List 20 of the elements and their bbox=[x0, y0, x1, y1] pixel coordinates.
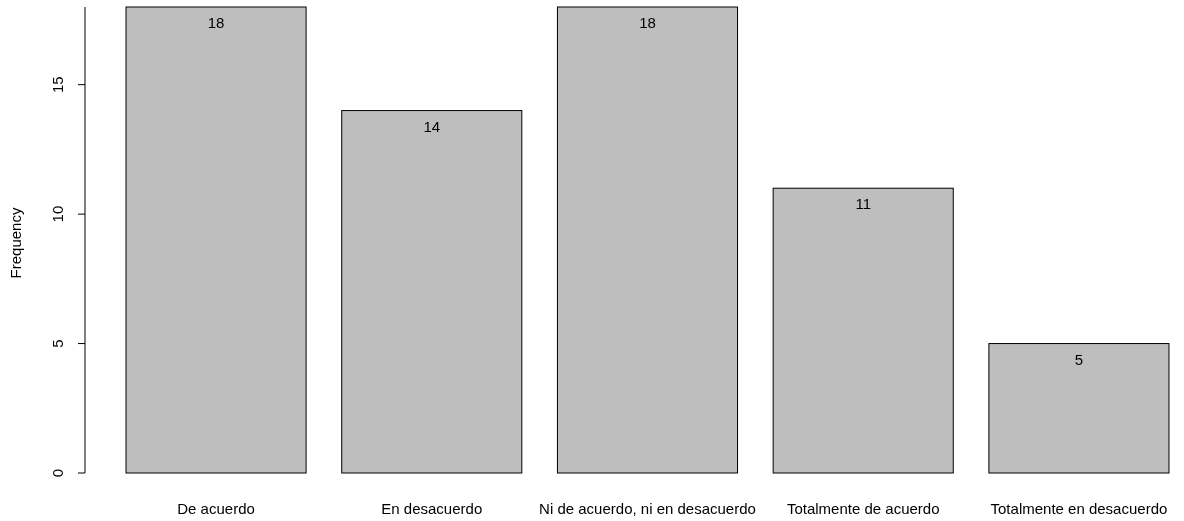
bar bbox=[772, 187, 954, 474]
y-tick-label: 15 bbox=[49, 76, 66, 94]
data-label: 11 bbox=[855, 195, 871, 213]
data-label: 5 bbox=[1074, 350, 1084, 368]
x-tick-label: Totalmente de acuerdo bbox=[786, 500, 940, 517]
x-tick-label: De acuerdo bbox=[177, 500, 255, 517]
data-label: 18 bbox=[207, 14, 225, 31]
y-tick-label: 10 bbox=[49, 205, 66, 223]
y-tick-label: 5 bbox=[49, 339, 66, 348]
x-tick-label: En desacuerdo bbox=[381, 500, 483, 517]
y-axis-title: Frequency bbox=[7, 207, 24, 279]
bar bbox=[988, 343, 1170, 474]
bar bbox=[556, 6, 739, 474]
x-tick-label: Ni de acuerdo, ni en desacuerdo bbox=[539, 500, 756, 517]
bar bbox=[125, 6, 307, 474]
y-tick-label: 0 bbox=[49, 468, 66, 478]
data-label: 18 bbox=[639, 14, 656, 31]
x-tick-label: Totalmente en desacuerdo bbox=[990, 500, 1168, 517]
data-label: 14 bbox=[423, 117, 441, 135]
bar bbox=[341, 110, 523, 474]
